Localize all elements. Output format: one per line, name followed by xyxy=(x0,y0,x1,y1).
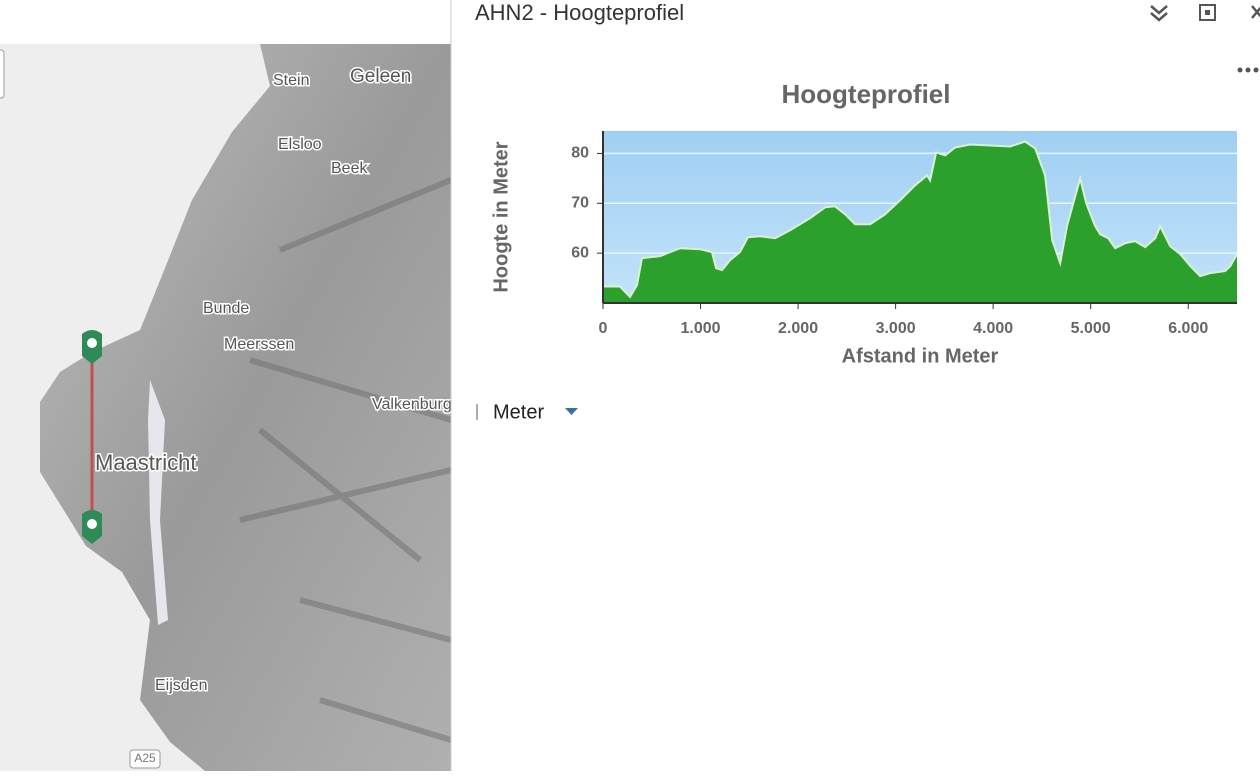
river xyxy=(148,380,168,625)
area-fill xyxy=(603,141,1237,303)
map-label: Meerssen xyxy=(224,336,294,353)
x-tick-label: 5.000 xyxy=(1071,320,1111,337)
panel-title: AHN2 - Hoogteprofiel xyxy=(475,0,684,25)
map-label: Valkenburg xyxy=(372,396,452,413)
map-label: Stein xyxy=(273,72,309,89)
unit-selector[interactable]: Meter xyxy=(493,401,544,423)
chart-title: Hoogteprofiel xyxy=(782,79,951,109)
dock-button[interactable] xyxy=(1199,4,1216,21)
panel xyxy=(451,0,1260,771)
map-label: Geleen xyxy=(350,66,411,87)
chart: Hoogteprofiel Afstand in Meter Hoogte in M… xyxy=(490,79,1238,367)
map-label: Beek xyxy=(331,160,368,177)
road-shield xyxy=(129,749,161,769)
hillshade xyxy=(40,44,451,771)
close-button[interactable] xyxy=(1251,5,1260,19)
map-label: A25 xyxy=(134,751,156,765)
y-tick-label: 60 xyxy=(571,244,589,261)
y-tick-label: 80 xyxy=(571,145,589,162)
more-menu[interactable] xyxy=(1237,67,1259,73)
x-tick-label: 2.000 xyxy=(778,320,818,337)
map-label: Bunde xyxy=(203,300,249,317)
map-control[interactable] xyxy=(0,49,5,99)
x-tick-label: 0 xyxy=(599,320,608,337)
map[interactable]: Stein Geleen Elsloo Beek Bunde Meerssen … xyxy=(0,44,453,771)
map-label: Eijsden xyxy=(155,677,207,694)
collapse-button[interactable] xyxy=(1150,5,1168,22)
area-line xyxy=(603,140,1238,299)
x-tick-label: 6.000 xyxy=(1168,320,1208,337)
start-marker[interactable] xyxy=(82,330,102,364)
map-label: Elsloo xyxy=(278,136,322,153)
x-axis-label: Afstand in Meter xyxy=(842,345,999,367)
end-marker[interactable] xyxy=(82,510,102,544)
dropdown-arrow[interactable] xyxy=(565,408,578,415)
y-tick-label: 70 xyxy=(571,195,589,212)
terrain-ridge xyxy=(239,177,453,743)
map-label: Maastricht xyxy=(95,450,196,475)
x-tick-label: 1.000 xyxy=(681,320,721,337)
y-axis-label: Hoogte in Meter xyxy=(490,141,512,292)
x-tick-label: 3.000 xyxy=(876,320,916,337)
x-tick-label: 4.000 xyxy=(973,320,1013,337)
